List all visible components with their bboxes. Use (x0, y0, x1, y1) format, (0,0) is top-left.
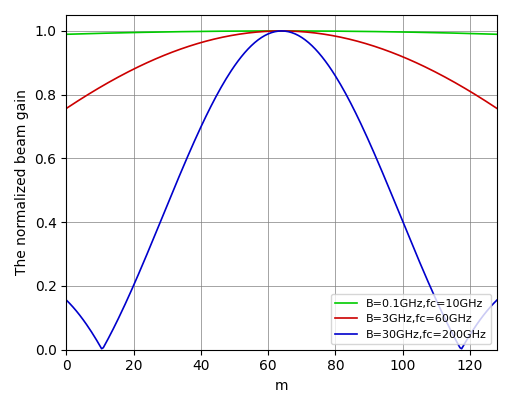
B=3GHz,fc=60GHz (295, 29, 302, 34)
B=0.1GHz,fc=10GHz (348, 29, 354, 34)
B=30GHz,fc=200GHz (132, 279, 138, 284)
B=30GHz,fc=200GHz (438, 309, 444, 314)
B=30GHz,fc=200GHz (349, 104, 355, 109)
B=30GHz,fc=200GHz (279, 29, 285, 33)
B=0.1GHz,fc=10GHz (437, 30, 443, 35)
B=30GHz,fc=200GHz (63, 297, 69, 302)
B=0.1GHz,fc=10GHz (295, 29, 302, 33)
B=0.1GHz,fc=10GHz (496, 32, 502, 37)
B=0.1GHz,fc=10GHz (467, 31, 473, 36)
B=30GHz,fc=200GHz (98, 346, 104, 351)
B=30GHz,fc=200GHz (297, 34, 303, 39)
B=3GHz,fc=60GHz (467, 89, 473, 94)
B=3GHz,fc=60GHz (437, 72, 443, 77)
B=3GHz,fc=60GHz (496, 107, 502, 112)
B=0.1GHz,fc=10GHz (131, 30, 137, 35)
B=3GHz,fc=60GHz (95, 86, 101, 91)
B=3GHz,fc=60GHz (279, 29, 285, 33)
Line: B=3GHz,fc=60GHz: B=3GHz,fc=60GHz (66, 31, 499, 110)
X-axis label: m: m (275, 379, 288, 393)
B=3GHz,fc=60GHz (348, 37, 354, 42)
Legend: B=0.1GHz,fc=10GHz, B=3GHz,fc=60GHz, B=30GHz,fc=200GHz: B=0.1GHz,fc=10GHz, B=3GHz,fc=60GHz, B=30… (331, 294, 492, 344)
B=30GHz,fc=200GHz (496, 296, 502, 301)
B=30GHz,fc=200GHz (468, 330, 475, 335)
B=3GHz,fc=60GHz (131, 67, 137, 71)
B=0.1GHz,fc=10GHz (63, 32, 69, 37)
Line: B=30GHz,fc=200GHz: B=30GHz,fc=200GHz (66, 31, 499, 349)
B=3GHz,fc=60GHz (63, 106, 69, 111)
Line: B=0.1GHz,fc=10GHz: B=0.1GHz,fc=10GHz (66, 31, 499, 34)
Y-axis label: The normalized beam gain: The normalized beam gain (15, 89, 29, 275)
B=0.1GHz,fc=10GHz (95, 31, 101, 36)
B=30GHz,fc=200GHz (95, 340, 101, 345)
B=0.1GHz,fc=10GHz (279, 29, 285, 33)
